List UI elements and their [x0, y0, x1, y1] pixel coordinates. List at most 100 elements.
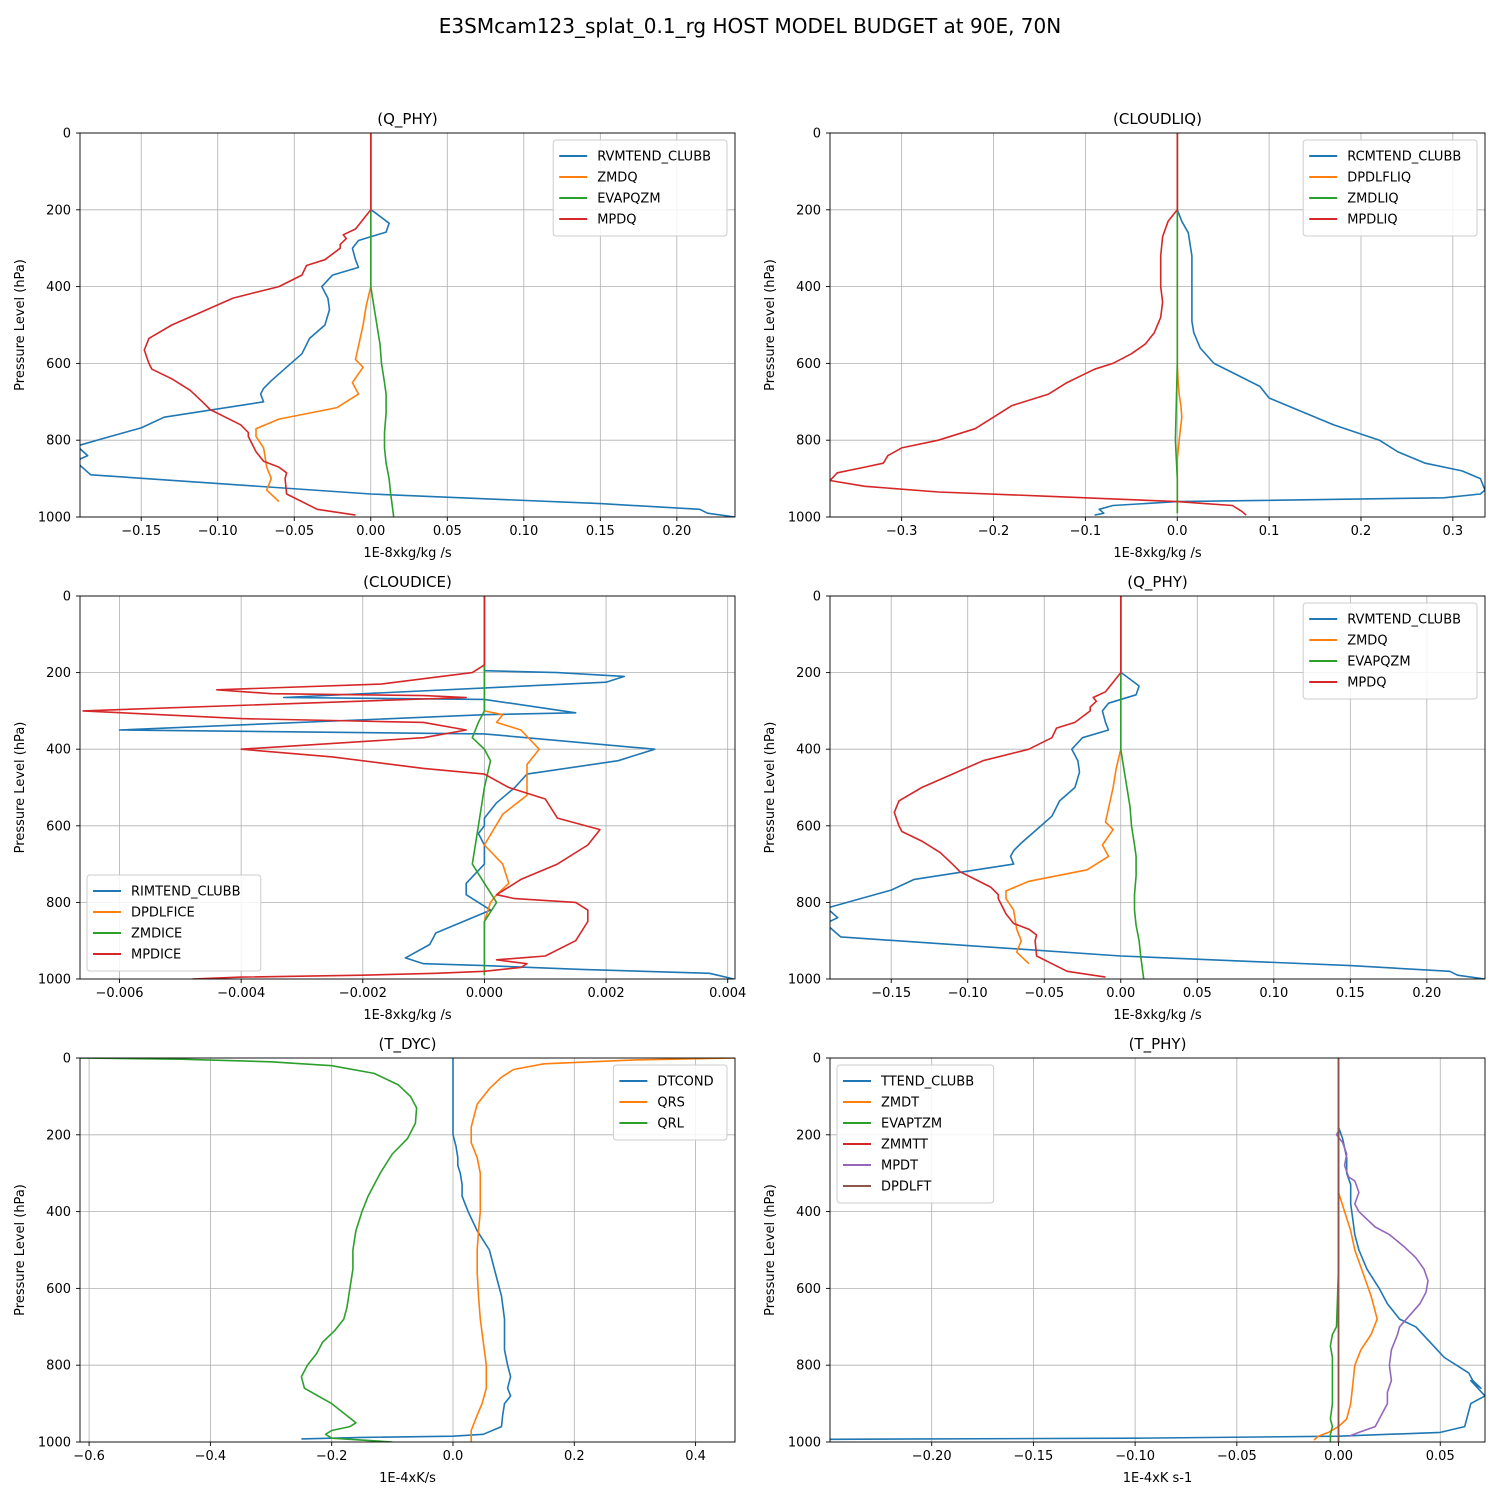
legend-entry: RVMTEND_CLUBB [1347, 613, 1461, 628]
y-tick-label: 200 [46, 1128, 71, 1143]
x-tick-label: −0.05 [1217, 1449, 1257, 1464]
legend-entry: ZMDQ [597, 171, 637, 186]
x-tick-label: −0.15 [871, 986, 911, 1001]
legend-box [836, 1064, 995, 1204]
legend-entry: ZMDQ [1347, 634, 1387, 649]
series-line-evaptzm [1329, 1058, 1340, 1442]
axes-frame [829, 132, 1486, 518]
legend: RCMTEND_CLUBB DPDLFLIQ ZMDLIQ MPDLIQ [1302, 139, 1478, 237]
y-tick-label: 200 [796, 1128, 821, 1143]
x-tick-label: −0.10 [1115, 1449, 1155, 1464]
series-line-mpdq [893, 596, 1122, 978]
series-line-qrl [80, 1058, 418, 1442]
legend-entry: MPDQ [597, 213, 636, 228]
series-line-evapqzm [369, 133, 395, 517]
series-line-zmdice [471, 596, 498, 976]
legend-entry: MPDICE [131, 948, 181, 963]
legend-entry: ZMDICE [131, 927, 182, 942]
y-tick-label: 400 [796, 743, 821, 758]
legend-entry: DPDLFLIQ [1347, 171, 1411, 186]
y-axis-label: Pressure Level (hPa) [763, 259, 778, 391]
y-tick-label: 800 [796, 896, 821, 911]
legend-entry: EVAPQZM [1347, 655, 1410, 670]
chart-title: (CLOUDICE) [363, 573, 452, 591]
x-tick-label: −0.2 [316, 1449, 348, 1464]
legend-entry: RVMTEND_CLUBB [597, 150, 711, 165]
y-tick-label: 0 [63, 1052, 71, 1067]
chart-panel-4: −0.15 −0.10 −0.05 0.00 0.05 0.10 0.15 0.20 0 200 4… [763, 573, 1486, 1023]
series-line-zmdt [1313, 1058, 1378, 1441]
x-axis-label: 1E-4xK s-1 [1123, 1471, 1193, 1486]
x-axis-label: 1E-8xkg/kg /s [363, 1008, 452, 1023]
x-tick-label: −0.15 [1013, 1449, 1053, 1464]
y-tick-label: 600 [46, 1282, 71, 1297]
y-tick-label: 1000 [788, 511, 821, 526]
x-tick-label: 0.2 [1351, 524, 1372, 539]
chart-panel-6: −0.20 −0.15 −0.10 −0.05 0.00 0.05 0 200 400 600 80… [763, 1035, 1486, 1486]
series-line-rvmtend-clubb [80, 133, 735, 517]
y-tick-label: 0 [813, 1052, 821, 1067]
x-tick-label: 0.00 [356, 524, 385, 539]
chart-title: (Q_PHY) [377, 110, 438, 129]
y-tick-label: 200 [796, 203, 821, 218]
y-tick-label: 1000 [38, 1436, 71, 1451]
y-tick-label: 1000 [38, 973, 71, 988]
x-tick-label: 0.05 [1183, 986, 1212, 1001]
y-tick-label: 1000 [788, 973, 821, 988]
y-tick-label: 0 [63, 590, 71, 605]
x-tick-label: −0.1 [1070, 524, 1102, 539]
legend: TTEND_CLUBB ZMDT EVAPTZM ZMMTT MPDT DPDLFT [836, 1064, 995, 1204]
x-tick-label: −0.4 [195, 1449, 227, 1464]
series-line-mpdt [1335, 1058, 1429, 1437]
y-tick-label: 1000 [38, 511, 71, 526]
series-line-zmdq [255, 133, 372, 503]
y-tick-label: 800 [46, 1359, 71, 1374]
x-tick-label: −0.6 [73, 1449, 105, 1464]
y-tick-label: 400 [46, 743, 71, 758]
axes-frame [79, 1057, 736, 1443]
x-tick-label: −0.15 [121, 524, 161, 539]
chart-panel-5: −0.6 −0.4 −0.2 0.0 0.2 0.4 0 200 400 600 800 1000 (T… [13, 1035, 736, 1486]
legend-entry: DTCOND [657, 1075, 713, 1090]
y-tick-label: 200 [46, 203, 71, 218]
series-line-mpdliq [830, 133, 1247, 516]
legend-box [552, 139, 728, 237]
x-tick-label: 0.05 [433, 524, 462, 539]
legend-entry: DPDLFT [881, 1180, 931, 1195]
chart-title: (Q_PHY) [1127, 573, 1188, 592]
chart-title: (T_DYC) [379, 1035, 437, 1054]
legend-entry: EVAPTZM [881, 1117, 942, 1132]
x-tick-label: 0.1 [1259, 524, 1280, 539]
chart-panel-3: −0.006 −0.004 −0.002 0.000 0.002 0.004 0 200 400… [13, 573, 746, 1023]
series-line-zmdq [1005, 596, 1122, 965]
x-tick-label: 0.15 [1336, 986, 1365, 1001]
x-tick-label: 0.2 [564, 1449, 585, 1464]
legend-entry: RIMTEND_CLUBB [131, 885, 241, 900]
x-tick-label: 0.10 [1259, 986, 1288, 1001]
x-tick-label: 0.002 [587, 986, 624, 1001]
chart-title: (T_PHY) [1129, 1035, 1187, 1054]
x-tick-label: 0.3 [1443, 524, 1464, 539]
legend-entry: DPDLFICE [131, 906, 195, 921]
y-tick-label: 800 [796, 1359, 821, 1374]
series-line-mpdq [143, 133, 372, 516]
x-tick-label: 0.10 [509, 524, 538, 539]
y-tick-label: 1000 [788, 1436, 821, 1451]
x-tick-label: −0.3 [886, 524, 918, 539]
x-tick-label: −0.002 [339, 986, 387, 1001]
y-tick-label: 400 [46, 1205, 71, 1220]
y-tick-label: 200 [46, 666, 71, 681]
y-tick-label: 600 [46, 357, 71, 372]
x-tick-label: 0.4 [685, 1449, 706, 1464]
x-axis-label: 1E-8xkg/kg /s [1113, 546, 1202, 561]
series-line-rvmtend-clubb [830, 596, 1485, 979]
series-line-ttend-clubb [830, 1058, 1485, 1441]
chart-panel-2: −0.3 −0.2 −0.1 0.0 0.1 0.2 0.3 0 200 400 600 800 100… [763, 110, 1486, 561]
x-tick-label: 0.004 [709, 986, 746, 1001]
x-tick-label: 0.20 [662, 524, 691, 539]
x-tick-label: −0.006 [95, 986, 143, 1001]
x-tick-label: 0.000 [466, 986, 503, 1001]
x-tick-label: −0.10 [198, 524, 238, 539]
y-tick-label: 0 [813, 590, 821, 605]
